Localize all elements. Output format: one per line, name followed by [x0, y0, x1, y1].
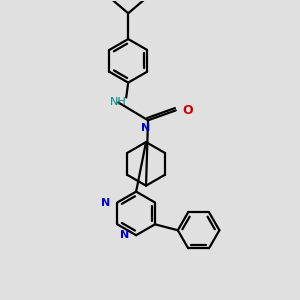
Text: N: N: [101, 197, 110, 208]
Text: NH: NH: [110, 98, 127, 107]
Text: N: N: [120, 230, 129, 240]
Text: O: O: [183, 104, 193, 117]
Text: N: N: [141, 123, 151, 133]
